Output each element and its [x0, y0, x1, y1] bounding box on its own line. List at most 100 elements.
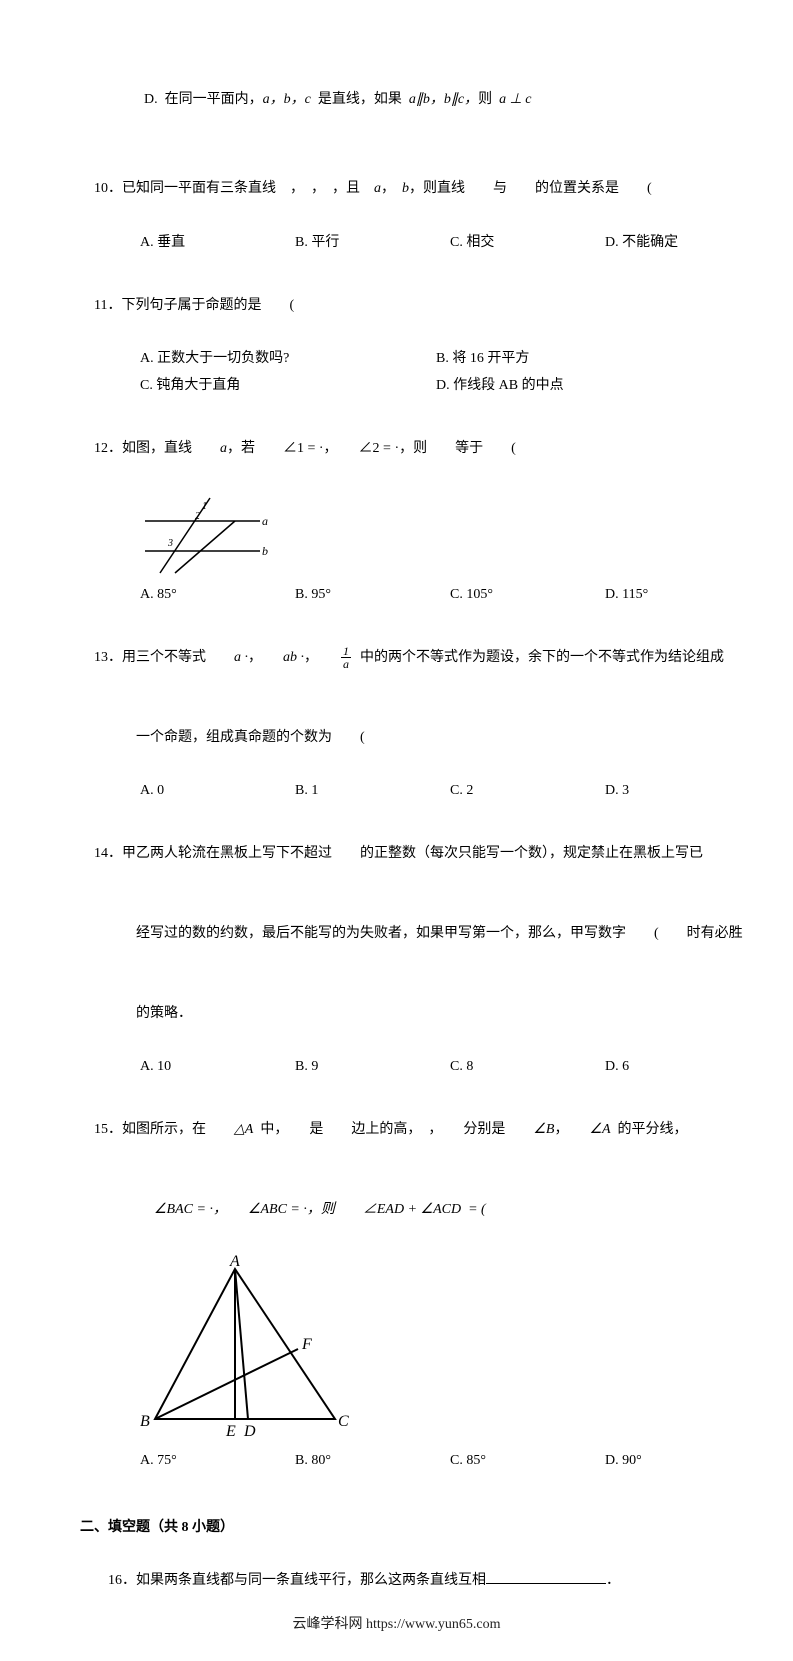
q14-opt-c: C. 8	[450, 1054, 605, 1081]
q10-b: b	[402, 181, 409, 196]
q15-angA: ∠A	[589, 1122, 610, 1137]
q13-num: 13．	[94, 650, 122, 665]
text: 如图，直线	[122, 441, 220, 456]
q11-row2: C. 钝角大于直角 D. 作线段 AB 的中点	[80, 373, 713, 400]
label-C: C	[338, 1413, 349, 1430]
text: ，	[381, 181, 402, 196]
q15-svg: A B C E D F	[140, 1254, 370, 1444]
q12-svg: 1 2 3 a b	[140, 493, 270, 578]
q10-opt-a: A. 垂直	[140, 230, 295, 257]
spacer	[80, 140, 713, 150]
line-ad	[235, 1269, 248, 1419]
q13-opt-a: A. 0	[140, 778, 295, 805]
q11-row1: A. 正数大于一切负数吗? B. 将 16 开平方	[80, 346, 713, 373]
label-B: B	[140, 1413, 150, 1430]
text: 经写过的数的约数，最后不能写的为失败者，如果甲写第一个，那么，甲写数字 ( 时有…	[136, 926, 743, 941]
q15-tri: △A	[234, 1122, 253, 1137]
spacer	[80, 1081, 713, 1091]
text: 下列句子属于命题的是 (	[121, 298, 294, 313]
q13-opt-d: D. 3	[605, 778, 745, 805]
text: 用三个不等式	[122, 650, 234, 665]
text: 的策略．	[136, 1006, 192, 1021]
q14-line1: 14．甲乙两人轮流在黑板上写下不超过 的正整数（每次只能写一个数），规定禁止在黑…	[80, 815, 713, 895]
fill-blank	[486, 1583, 606, 1584]
q13-a: a ·	[234, 650, 248, 665]
q15-opt-a: A. 75°	[140, 1448, 295, 1475]
text: 中， 是 边上的高， ， 分别是	[253, 1122, 533, 1137]
q12-opt-b: B. 95°	[295, 582, 450, 609]
q12-opt-a: A. 85°	[140, 582, 295, 609]
text: ，若 ∠1 = ·， ∠2 = ·，则 等于 (	[227, 441, 516, 456]
q9-concl: a ⊥ c	[499, 92, 531, 107]
q10-options: A. 垂直 B. 平行 C. 相交 D. 不能确定	[80, 230, 713, 257]
q16-stem: 16．如果两条直线都与同一条直线平行，那么这两条直线互相．	[80, 1541, 713, 1621]
text: ∠BAC = ·， ∠ABC = ·，则 ∠EAD + ∠ACD = (	[154, 1202, 486, 1217]
q13-options: A. 0 B. 1 C. 2 D. 3	[80, 778, 713, 805]
label-E: E	[225, 1423, 236, 1440]
angle-1-label: 1	[202, 501, 207, 512]
text: D. 作线段 AB 的中点	[436, 378, 564, 393]
page-footer: 云峰学科网 https://www.yun65.com	[0, 1613, 793, 1633]
q13-stem-line1: 13．用三个不等式 a ·， ab ·， 1a 中的两个不等式作为题设，余下的一…	[80, 619, 713, 699]
spacer	[80, 256, 713, 266]
period: ．	[606, 1573, 620, 1588]
q12-a: a	[220, 441, 227, 456]
q14-num: 14．	[94, 846, 122, 861]
label-a: a	[262, 514, 268, 528]
q14-opt-b: B. 9	[295, 1054, 450, 1081]
line-bf	[155, 1349, 298, 1419]
q14-line3: 的策略．	[80, 974, 713, 1054]
q11-num: 11．	[94, 298, 121, 313]
q13-ab: ab ·	[283, 650, 304, 665]
text: 则	[478, 92, 499, 107]
q15-options: A. 75° B. 80° C. 85° D. 90°	[80, 1448, 713, 1475]
q10-opt-c: C. 相交	[450, 230, 605, 257]
text: 一个命题，组成真命题的个数为 (	[136, 730, 365, 745]
q12-figure: 1 2 3 a b	[80, 493, 713, 578]
q12-opt-c: C. 105°	[450, 582, 605, 609]
q9-cond: a∥b，b∥c，	[409, 92, 478, 107]
q15-figure: A B C E D F	[80, 1254, 713, 1444]
q14-opt-a: A. 10	[140, 1054, 295, 1081]
label-A: A	[229, 1254, 240, 1270]
q15-line2: ∠BAC = ·， ∠ABC = ·，则 ∠EAD + ∠ACD = (	[80, 1170, 713, 1250]
q15-angB: ∠B	[533, 1122, 554, 1137]
q12-options: A. 85° B. 95° C. 105° D. 115°	[80, 582, 713, 609]
q14-options: A. 10 B. 9 C. 8 D. 6	[80, 1054, 713, 1081]
text: 的平分线，	[611, 1122, 688, 1137]
q11-opt-d: D. 作线段 AB 的中点	[436, 373, 713, 400]
q11-stem: 11．下列句子属于命题的是 (	[80, 266, 713, 346]
q15-line1: 15．如图所示，在 △A 中， 是 边上的高， ， 分别是 ∠B， ∠A 的平分…	[80, 1091, 713, 1171]
angle-2-label: 2	[195, 511, 200, 522]
spacer	[80, 1495, 713, 1515]
transversal-2	[175, 521, 235, 573]
text: D. 在同一平面内，	[144, 92, 263, 107]
q15-num: 15．	[94, 1122, 122, 1137]
text: 中的两个不等式作为题设，余下的一个不等式作为结论组成	[353, 650, 724, 665]
q11-opt-a: A. 正数大于一切负数吗?	[140, 346, 436, 373]
spacer	[80, 399, 713, 409]
section2-title: 二、填空题（共 8 小题）	[80, 1515, 713, 1542]
text: ，	[304, 650, 339, 665]
text: 是直线，如果	[311, 92, 409, 107]
label-D: D	[243, 1423, 256, 1440]
q12-opt-d: D. 115°	[605, 582, 745, 609]
q10-a: a	[374, 181, 381, 196]
label-b: b	[262, 544, 268, 558]
q10-opt-d: D. 不能确定	[605, 230, 745, 257]
text: ，	[554, 1122, 589, 1137]
label-F: F	[301, 1336, 312, 1353]
q12-stem: 12．如图，直线 a，若 ∠1 = ·， ∠2 = ·，则 等于 (	[80, 409, 713, 489]
q9-option-d: D. 在同一平面内，a，b，c 是直线，如果 a∥b，b∥c，则 a ⊥ c	[80, 60, 713, 140]
q10-num: 10．	[94, 181, 122, 196]
q10-opt-b: B. 平行	[295, 230, 450, 257]
q14-opt-d: D. 6	[605, 1054, 745, 1081]
q14-line2: 经写过的数的约数，最后不能写的为失败者，如果甲写第一个，那么，甲写数字 ( 时有…	[80, 894, 713, 974]
q15-opt-b: B. 80°	[295, 1448, 450, 1475]
q15-opt-d: D. 90°	[605, 1448, 745, 1475]
page: D. 在同一平面内，a，b，c 是直线，如果 a∥b，b∥c，则 a ⊥ c 1…	[0, 0, 793, 1661]
text: 如图所示，在	[122, 1122, 234, 1137]
q10-stem: 10．已知同一平面有三条直线 ， ， ，且 a， b，则直线 与 的位置关系是 …	[80, 150, 713, 230]
text: 如果两条直线都与同一条直线平行，那么这两条直线互相	[136, 1573, 486, 1588]
text: 甲乙两人轮流在黑板上写下不超过 的正整数（每次只能写一个数），规定禁止在黑板上写…	[122, 846, 703, 861]
